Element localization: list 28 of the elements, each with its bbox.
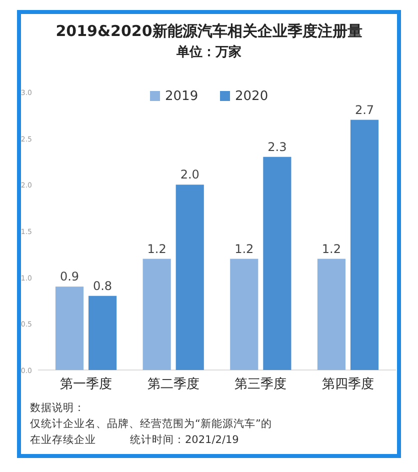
data-label: 2.7 [354, 102, 374, 117]
text: 数据说明： [30, 402, 85, 414]
data-label: 0.9 [60, 270, 80, 284]
data-label: 0.8 [92, 278, 112, 293]
bar [88, 296, 117, 370]
bar [142, 258, 171, 370]
chart-subtitle: 单位：万家 [176, 44, 242, 60]
legend-label: 2020 [235, 89, 268, 104]
x-tick-label: 第二季度 [147, 376, 200, 392]
text: 统计时间：2021/2/19 [130, 433, 239, 446]
x-tick-label: 第四季度 [322, 376, 374, 392]
bar [55, 286, 84, 370]
data-label: 2.0 [180, 168, 200, 182]
bar [317, 258, 346, 370]
chart-title: 2019&2020新能源汽车相关企业季度注册量 [56, 22, 362, 40]
bar [263, 156, 292, 370]
bar [350, 120, 379, 370]
data-label: 1.2 [322, 242, 342, 256]
x-tick-label: 第三季度 [234, 376, 287, 392]
legend-label: 2019 [165, 89, 198, 104]
bar [230, 258, 258, 370]
data-label: 1.2 [234, 242, 254, 256]
bar [176, 184, 204, 370]
x-tick-label: 第一季度 [60, 376, 112, 392]
data-label: 1.2 [147, 242, 166, 256]
text: 在业存续企业 [30, 433, 96, 446]
text: 仅统计企业名、品牌、经营范围为“新能源汽车”的 [30, 417, 272, 430]
data-label: 2.3 [268, 140, 287, 154]
